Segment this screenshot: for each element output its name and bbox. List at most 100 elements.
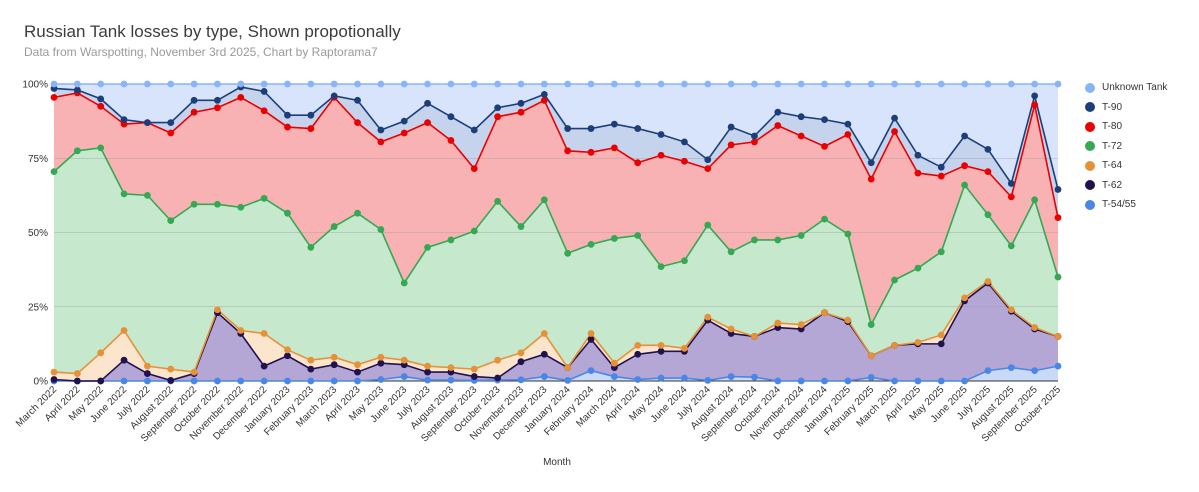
point-t-80: [564, 147, 572, 155]
point-t-62: [634, 350, 642, 358]
legend-item-t-62: T-62: [1085, 176, 1167, 196]
point-t-72: [330, 223, 338, 230]
point-unknown-tank: [844, 80, 852, 88]
point-t-64: [634, 341, 642, 349]
point-t-54-55: [751, 373, 758, 381]
point-t-62: [377, 359, 385, 367]
legend-label: Unknown Tank: [1102, 82, 1168, 94]
legend-item-unknown-tank: Unknown Tank: [1085, 78, 1167, 98]
point-t-62: [937, 340, 945, 348]
point-t-72: [797, 232, 805, 239]
point-t-54-55: [657, 374, 665, 382]
point-t-80: [470, 165, 478, 173]
point-t-72: [774, 236, 782, 244]
point-t-64: [914, 338, 922, 346]
point-t-72: [610, 235, 618, 242]
point-t-90: [727, 123, 735, 131]
point-t-80: [704, 165, 712, 173]
point-t-90: [307, 111, 315, 119]
point-t-80: [214, 104, 221, 112]
point-t-90: [400, 117, 408, 125]
point-t-64: [307, 356, 315, 364]
point-t-90: [377, 126, 385, 134]
point-t-90: [704, 156, 712, 164]
point-unknown-tank: [50, 80, 58, 88]
point-t-54-55: [984, 367, 992, 375]
legend-swatch: [1085, 160, 1095, 171]
point-t-62: [50, 376, 58, 383]
legend-label: T-64: [1102, 160, 1123, 172]
point-t-64: [844, 316, 852, 324]
point-t-80: [1007, 193, 1015, 201]
point-t-62: [424, 368, 431, 376]
point-t-90: [751, 132, 758, 140]
area-t-64: [54, 281, 1058, 381]
area-t-80: [54, 92, 1058, 325]
point-t-64: [354, 361, 361, 369]
chart-legend: Unknown Tank T-90 T-80 T-72 T-64 T-62 T-54/55: [1085, 78, 1167, 215]
point-unknown-tank: [867, 80, 875, 88]
point-t-72: [190, 200, 198, 208]
point-t-72: [494, 197, 502, 205]
y-tick-label: 0%: [34, 377, 49, 388]
point-t-90: [167, 119, 175, 127]
point-unknown-tank: [260, 80, 268, 88]
point-t-72: [914, 264, 922, 272]
point-t-80: [937, 172, 945, 180]
point-t-54-55: [844, 377, 852, 385]
point-t-90: [1031, 92, 1039, 100]
point-t-54-55: [377, 376, 385, 383]
point-t-54-55: [284, 377, 291, 385]
point-t-72: [73, 147, 81, 155]
area-t-90: [54, 86, 1058, 218]
point-t-90: [470, 126, 478, 134]
point-t-72: [727, 248, 735, 256]
point-t-64: [447, 364, 455, 372]
point-t-54-55: [1031, 367, 1039, 375]
point-unknown-tank: [634, 80, 642, 88]
point-unknown-tank: [470, 80, 478, 88]
point-t-64: [400, 356, 408, 364]
point-t-64: [681, 344, 688, 352]
point-t-72: [470, 227, 478, 235]
point-t-90: [681, 138, 688, 146]
point-t-54-55: [681, 374, 688, 382]
legend-swatch: [1085, 180, 1095, 191]
point-t-80: [657, 151, 665, 159]
point-t-54-55: [400, 373, 408, 380]
point-t-64: [97, 349, 105, 357]
point-unknown-tank: [400, 80, 408, 88]
line-t-72: [53, 146, 1059, 327]
point-unknown-tank: [73, 80, 81, 88]
line-t-80: [53, 92, 1059, 218]
legend-swatch: [1085, 141, 1095, 152]
point-t-80: [727, 141, 735, 149]
point-unknown-tank: [1031, 80, 1039, 88]
point-unknown-tank: [937, 80, 945, 88]
point-unknown-tank: [237, 80, 245, 88]
legend-item-t-72: T-72: [1085, 137, 1167, 157]
point-t-80: [354, 119, 361, 127]
point-t-64: [774, 319, 782, 327]
point-t-90: [937, 163, 945, 171]
point-t-64: [1007, 306, 1015, 314]
point-t-72: [260, 194, 268, 202]
point-t-72: [540, 196, 548, 204]
point-t-72: [937, 248, 945, 256]
legend-label: T-72: [1102, 140, 1123, 152]
point-t-54-55: [727, 373, 735, 380]
point-t-90: [867, 159, 875, 167]
point-t-72: [284, 209, 291, 217]
point-t-72: [704, 221, 712, 229]
y-tick-label: 100%: [22, 80, 48, 91]
point-unknown-tank: [774, 80, 782, 88]
chart-title: Russian Tank losses by type, Shown propo…: [24, 22, 401, 41]
x-axis-label: Month: [543, 457, 571, 468]
point-t-62: [330, 361, 338, 369]
point-unknown-tank: [144, 80, 151, 88]
point-t-54-55: [517, 376, 525, 384]
point-t-64: [214, 306, 221, 314]
point-t-54-55: [260, 377, 268, 385]
point-t-72: [821, 215, 828, 223]
point-t-54-55: [891, 377, 898, 385]
